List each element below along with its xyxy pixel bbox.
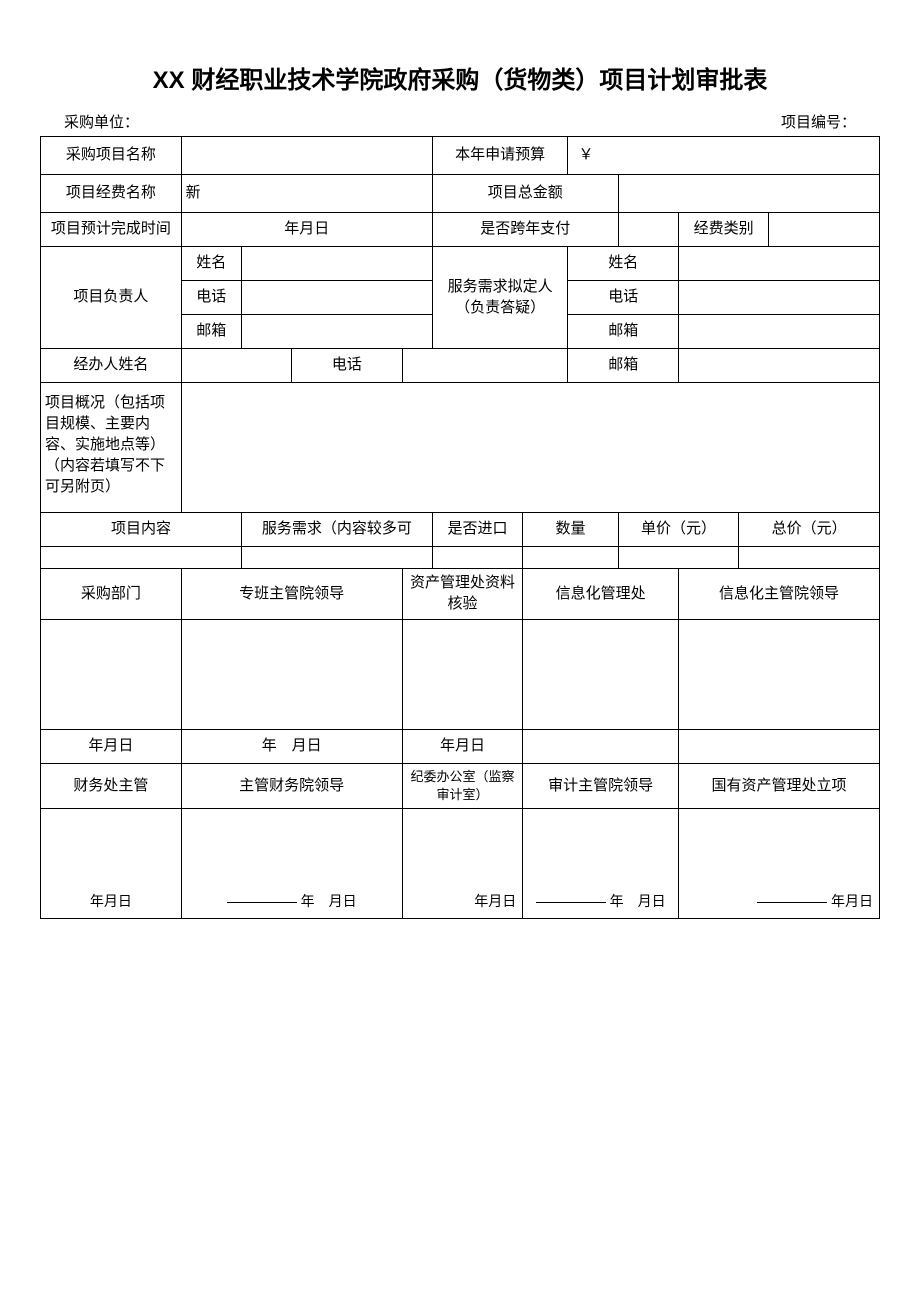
label-total-amount: 项目总金额 — [432, 175, 618, 213]
value-year-budget: ￥ — [568, 137, 880, 175]
value-handler-phone — [402, 349, 568, 383]
label-cross-year: 是否跨年支付 — [432, 213, 618, 247]
value-handler-name — [181, 349, 292, 383]
value-leader-phone — [241, 281, 432, 315]
page-title: XX 财经职业技术学院政府采购（货物类）项目计划审批表 — [40, 60, 880, 95]
approval-d2-3: 年月日 — [402, 809, 523, 919]
approval-h1-5: 信息化主管院领导 — [678, 569, 879, 620]
label-quantity: 数量 — [523, 513, 618, 547]
value-req-phone — [678, 281, 879, 315]
label-is-import: 是否进口 — [432, 513, 522, 547]
label-handler-phone: 电话 — [292, 349, 403, 383]
label-overview: 项目概况（包括项目规模、主要内容、实施地点等）（内容若填写不下可另附页） — [41, 383, 182, 513]
label-leader-phone: 电话 — [181, 281, 241, 315]
approval-d2-2: 年 月日 — [181, 809, 402, 919]
value-fund-category — [769, 213, 880, 247]
item-service-val — [241, 547, 432, 569]
value-total-amount — [618, 175, 879, 213]
value-req-name — [678, 247, 879, 281]
label-year-budget: 本年申请预算 — [432, 137, 568, 175]
approval-h1-1: 采购部门 — [41, 569, 182, 620]
purchase-unit-label: 采购单位： — [64, 111, 139, 132]
approval-d1-3: 年月日 — [402, 730, 523, 764]
approval-h2-4: 审计主管院领导 — [523, 764, 679, 809]
approval-h2-1: 财务处主管 — [41, 764, 182, 809]
label-fund-category: 经费类别 — [678, 213, 768, 247]
approval-s1-3 — [402, 620, 523, 730]
approval-h1-4: 信息化管理处 — [523, 569, 679, 620]
value-overview — [181, 383, 879, 513]
label-handler-email: 邮箱 — [568, 349, 679, 383]
approval-s1-1 — [41, 620, 182, 730]
approval-d2-5: 年月日 — [678, 809, 879, 919]
approval-h1-2: 专班主管院领导 — [181, 569, 402, 620]
value-fund-name: 新 — [181, 175, 432, 213]
date-text: 年 月日 — [610, 895, 666, 910]
project-no-label: 项目编号： — [781, 111, 856, 132]
label-req-phone: 电话 — [568, 281, 679, 315]
item-qty-val — [523, 547, 618, 569]
value-handler-email — [678, 349, 879, 383]
value-completion-time: 年月日 — [181, 213, 432, 247]
approval-d1-4 — [523, 730, 679, 764]
approval-s1-4 — [523, 620, 679, 730]
label-req-name: 姓名 — [568, 247, 679, 281]
label-service-requester: 服务需求拟定人（负责答疑） — [432, 247, 568, 349]
label-total-price: 总价（元） — [739, 513, 880, 547]
label-handler-name: 经办人姓名 — [41, 349, 182, 383]
approval-form: 采购项目名称 本年申请预算 ￥ 项目经费名称 新 项目总金额 项目预计完成时间 … — [40, 136, 880, 919]
approval-d2-1: 年月日 — [41, 809, 182, 919]
value-cross-year — [618, 213, 678, 247]
approval-h2-3: 纪委办公室（监察审计室） — [402, 764, 523, 809]
approval-s1-5 — [678, 620, 879, 730]
approval-d1-2: 年 月日 — [181, 730, 402, 764]
label-leader-email: 邮箱 — [181, 315, 241, 349]
label-leader-name: 姓名 — [181, 247, 241, 281]
header-row: 采购单位： 项目编号： — [40, 111, 880, 136]
label-project-name: 采购项目名称 — [41, 137, 182, 175]
approval-d1-5 — [678, 730, 879, 764]
approval-h2-5: 国有资产管理处立项 — [678, 764, 879, 809]
label-fund-name: 项目经费名称 — [41, 175, 182, 213]
approval-h1-3: 资产管理处资料核验 — [402, 569, 523, 620]
approval-s1-2 — [181, 620, 402, 730]
value-leader-name — [241, 247, 432, 281]
label-req-email: 邮箱 — [568, 315, 679, 349]
label-service-req: 服务需求（内容较多可 — [241, 513, 432, 547]
item-unit-val — [618, 547, 739, 569]
label-project-leader: 项目负责人 — [41, 247, 182, 349]
label-item-content: 项目内容 — [41, 513, 242, 547]
approval-h2-2: 主管财务院领导 — [181, 764, 402, 809]
value-leader-email — [241, 315, 432, 349]
item-total-val — [739, 547, 880, 569]
date-text: 年 月日 — [301, 895, 357, 910]
value-req-email — [678, 315, 879, 349]
approval-d2-4: 年 月日 — [523, 809, 679, 919]
date-text: 年月日 — [831, 895, 873, 910]
label-completion-time: 项目预计完成时间 — [41, 213, 182, 247]
item-content-val — [41, 547, 242, 569]
value-project-name — [181, 137, 432, 175]
approval-d1-1: 年月日 — [41, 730, 182, 764]
label-unit-price: 单价（元） — [618, 513, 739, 547]
item-import-val — [432, 547, 522, 569]
